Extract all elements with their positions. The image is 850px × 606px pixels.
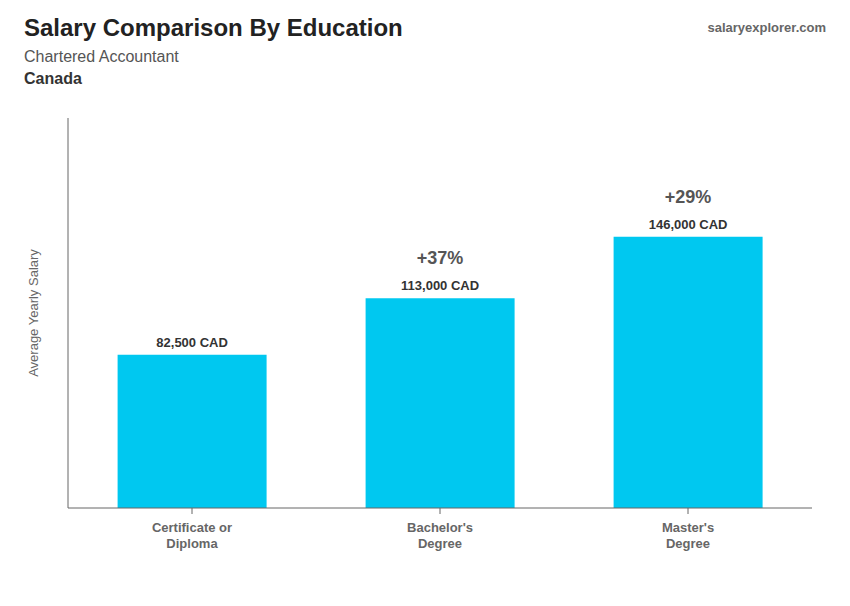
svg-text:146,000 CAD: 146,000 CAD bbox=[649, 217, 728, 232]
svg-text:82,500 CAD: 82,500 CAD bbox=[156, 335, 228, 350]
svg-text:Degree: Degree bbox=[418, 536, 462, 551]
svg-text:Average Yearly Salary: Average Yearly Salary bbox=[26, 249, 41, 377]
svg-text:113,000 CAD: 113,000 CAD bbox=[401, 278, 479, 293]
html-text:Canada: Canada bbox=[24, 70, 82, 87]
svg-text:Degree: Degree bbox=[666, 536, 710, 551]
svg-text:Master's: Master's bbox=[662, 520, 714, 535]
svg-text:+29%: +29% bbox=[665, 187, 712, 207]
svg-text:Diploma: Diploma bbox=[166, 536, 218, 551]
svg-text:+37%: +37% bbox=[417, 248, 464, 268]
html-text:Salary Comparison By Education: Salary Comparison By Education bbox=[24, 14, 403, 41]
html-text:Chartered Accountant: Chartered Accountant bbox=[24, 48, 179, 65]
svg-text:Certificate or: Certificate or bbox=[152, 520, 232, 535]
svg-text:Bachelor's: Bachelor's bbox=[407, 520, 473, 535]
html-text:salaryexplorer.com: salaryexplorer.com bbox=[707, 20, 826, 35]
